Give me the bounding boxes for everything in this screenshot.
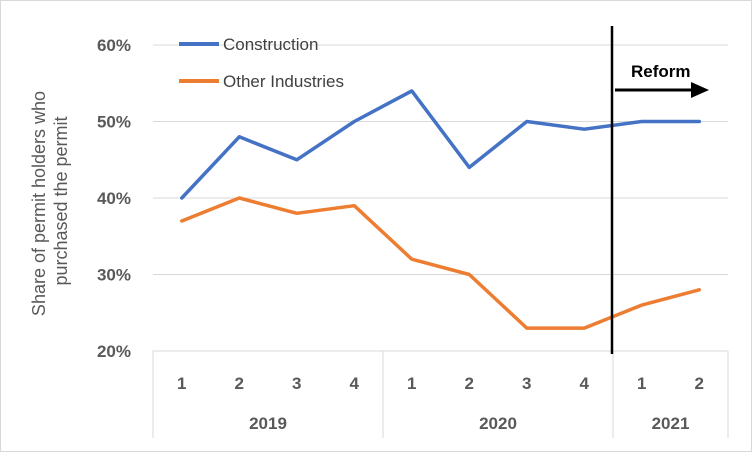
- y-tick-label: 40%: [97, 189, 131, 208]
- x-group-label: 2021: [652, 414, 690, 433]
- x-tick-label: 3: [522, 374, 531, 393]
- series-line-other-industries: [180, 196, 702, 330]
- reform-annotation: Reform: [610, 26, 709, 354]
- series-layer: [180, 89, 702, 330]
- legend-label-other-industries: Other Industries: [223, 72, 344, 91]
- y-tick-label: 20%: [97, 342, 131, 361]
- legend: Construction Other Industries: [179, 35, 344, 91]
- x-tick-label: 2: [695, 374, 704, 393]
- x-tick-label: 4: [350, 374, 360, 393]
- y-axis-label: Share of permit holders who purchased th…: [29, 86, 71, 316]
- reform-arrow-head: [691, 82, 709, 98]
- y-tick-label: 30%: [97, 266, 131, 285]
- x-tick-label: 3: [292, 374, 301, 393]
- y-axis: 20% 30% 40% 50% 60%: [97, 36, 131, 361]
- y-axis-label-line-2: purchased the permit: [51, 116, 71, 285]
- y-tick-label: 60%: [97, 36, 131, 55]
- gridlines: [153, 44, 728, 275]
- x-axis: 1 2 3 4 1 2 3 4 1 2 2019 2020 2021: [152, 350, 729, 438]
- x-tick-label: 1: [637, 374, 646, 393]
- y-tick-label: 50%: [97, 113, 131, 132]
- x-tick-label: 1: [177, 374, 186, 393]
- series-line-construction: [180, 89, 702, 200]
- x-tick-label: 1: [407, 374, 416, 393]
- x-tick-label: 2: [465, 374, 474, 393]
- x-group-label: 2019: [249, 414, 287, 433]
- x-tick-label: 2: [235, 374, 244, 393]
- reform-label: Reform: [631, 62, 691, 81]
- x-group-label: 2020: [479, 414, 517, 433]
- x-tick-label: 4: [580, 374, 590, 393]
- y-axis-label-line-1: Share of permit holders who: [29, 91, 49, 316]
- legend-label-construction: Construction: [223, 35, 318, 54]
